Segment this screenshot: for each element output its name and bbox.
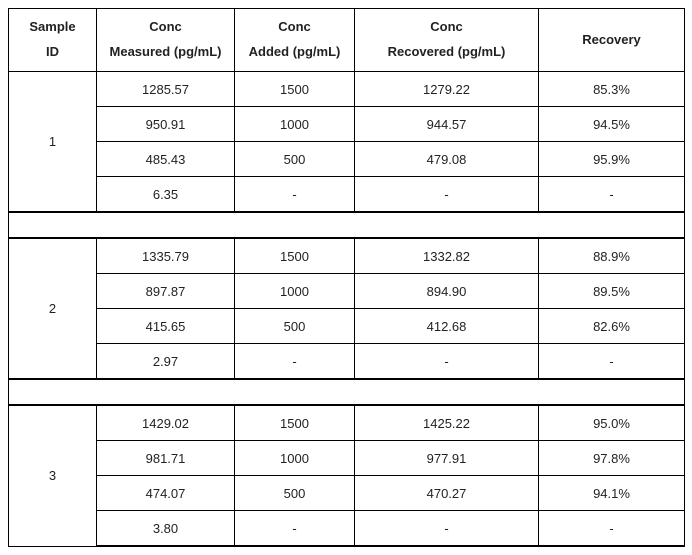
cell-recovered: - (355, 344, 539, 380)
table-row: 897.871000894.9089.5% (9, 274, 685, 309)
cell-recovery: 94.1% (539, 476, 685, 511)
cell-recovered: 977.91 (355, 441, 539, 476)
header-conc-added: Conc Added (pg/mL) (235, 9, 355, 72)
header-text: Added (pg/mL) (249, 44, 341, 59)
header-text: Conc (430, 19, 463, 34)
header-text: Recovered (pg/mL) (388, 44, 506, 59)
cell-sample-id: 2 (9, 238, 97, 379)
header-text: Conc (149, 19, 182, 34)
table-row: 6.35--- (9, 177, 685, 213)
table-row: 31429.0215001425.2295.0% (9, 405, 685, 441)
table-row: 950.911000944.5794.5% (9, 107, 685, 142)
cell-measured: 485.43 (97, 142, 235, 177)
header-row: Sample ID Conc Measured (pg/mL) Conc Add… (9, 9, 685, 72)
cell-recovered: - (355, 177, 539, 213)
cell-sample-id: 1 (9, 72, 97, 213)
cell-recovery: - (539, 177, 685, 213)
cell-added: 1500 (235, 72, 355, 107)
table-row: 2.97--- (9, 344, 685, 380)
table-body: 11285.5715001279.2285.3%950.911000944.57… (9, 72, 685, 547)
cell-recovered: 479.08 (355, 142, 539, 177)
cell-recovery: 89.5% (539, 274, 685, 309)
header-text: Conc (278, 19, 311, 34)
cell-recovered: 1425.22 (355, 405, 539, 441)
cell-added: 1500 (235, 238, 355, 274)
table-row: 474.07500470.2794.1% (9, 476, 685, 511)
cell-measured: 2.97 (97, 344, 235, 380)
cell-recovery: 95.9% (539, 142, 685, 177)
table-row: 981.711000977.9197.8% (9, 441, 685, 476)
header-sample-id: Sample ID (9, 9, 97, 72)
header-text: Recovery (582, 32, 641, 47)
cell-added: 500 (235, 476, 355, 511)
cell-measured: 474.07 (97, 476, 235, 511)
spacer-row (9, 212, 685, 238)
cell-added: - (235, 344, 355, 380)
table-row: 415.65500412.6882.6% (9, 309, 685, 344)
header-conc-recovered: Conc Recovered (pg/mL) (355, 9, 539, 72)
cell-recovered: 470.27 (355, 476, 539, 511)
cell-measured: 6.35 (97, 177, 235, 213)
cell-recovery: 97.8% (539, 441, 685, 476)
cell-recovery: - (539, 511, 685, 547)
cell-measured: 415.65 (97, 309, 235, 344)
cell-measured: 1335.79 (97, 238, 235, 274)
table-row: 485.43500479.0895.9% (9, 142, 685, 177)
cell-added: 500 (235, 309, 355, 344)
spacer-row (9, 379, 685, 405)
recovery-table: Sample ID Conc Measured (pg/mL) Conc Add… (8, 8, 685, 547)
spacer-cell (9, 212, 685, 238)
cell-recovered: 1332.82 (355, 238, 539, 274)
header-text: Measured (pg/mL) (110, 44, 222, 59)
cell-recovered: 944.57 (355, 107, 539, 142)
cell-added: - (235, 177, 355, 213)
cell-recovered: 894.90 (355, 274, 539, 309)
cell-recovered: 412.68 (355, 309, 539, 344)
cell-recovered: - (355, 511, 539, 547)
cell-measured: 1429.02 (97, 405, 235, 441)
header-conc-measured: Conc Measured (pg/mL) (97, 9, 235, 72)
table-row: 21335.7915001332.8288.9% (9, 238, 685, 274)
cell-measured: 950.91 (97, 107, 235, 142)
cell-added: 1000 (235, 441, 355, 476)
cell-added: 1500 (235, 405, 355, 441)
cell-recovery: 95.0% (539, 405, 685, 441)
cell-recovery: - (539, 344, 685, 380)
header-text: Sample (29, 19, 75, 34)
table-row: 3.80--- (9, 511, 685, 547)
spacer-cell (9, 379, 685, 405)
cell-sample-id: 3 (9, 405, 97, 546)
cell-added: 500 (235, 142, 355, 177)
cell-measured: 3.80 (97, 511, 235, 547)
cell-added: - (235, 511, 355, 547)
cell-measured: 897.87 (97, 274, 235, 309)
cell-measured: 981.71 (97, 441, 235, 476)
cell-recovery: 85.3% (539, 72, 685, 107)
cell-recovery: 88.9% (539, 238, 685, 274)
cell-added: 1000 (235, 107, 355, 142)
cell-measured: 1285.57 (97, 72, 235, 107)
cell-recovered: 1279.22 (355, 72, 539, 107)
cell-recovery: 82.6% (539, 309, 685, 344)
cell-recovery: 94.5% (539, 107, 685, 142)
cell-added: 1000 (235, 274, 355, 309)
header-recovery: Recovery (539, 9, 685, 72)
table-row: 11285.5715001279.2285.3% (9, 72, 685, 107)
header-text: ID (46, 44, 59, 59)
